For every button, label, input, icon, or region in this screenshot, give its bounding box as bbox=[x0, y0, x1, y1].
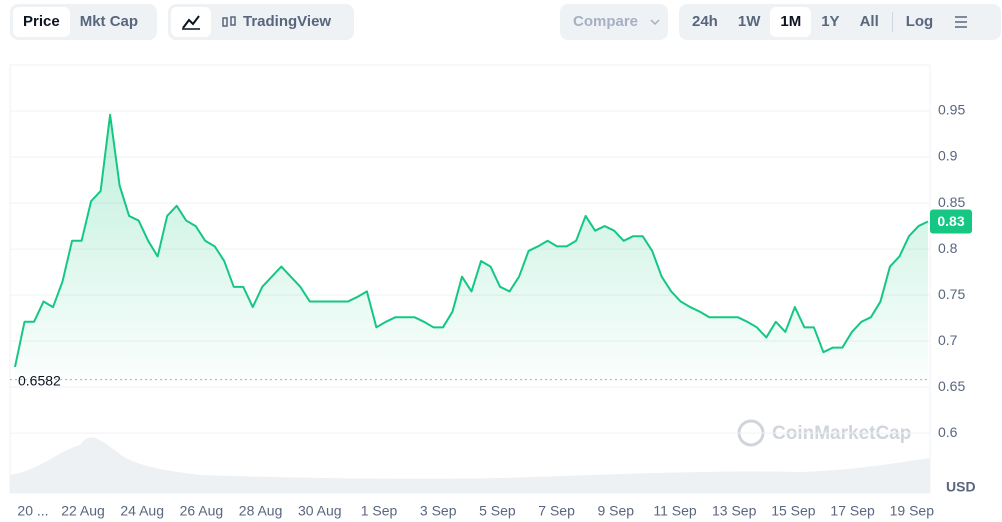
x-tick-label: 26 Aug bbox=[180, 503, 224, 519]
x-tick-label: 3 Sep bbox=[420, 503, 457, 519]
range-button[interactable]: 1Y bbox=[821, 13, 840, 30]
y-tick-label: 0.75 bbox=[938, 286, 965, 302]
x-tick-label: 5 Sep bbox=[479, 503, 516, 519]
y-tick-label: 0.65 bbox=[938, 378, 965, 394]
separator bbox=[891, 12, 893, 32]
x-tick-label: 15 Sep bbox=[771, 503, 816, 519]
current-price-label: 0.83 bbox=[937, 213, 964, 229]
compare-dropdown[interactable]: Compare bbox=[560, 4, 668, 40]
x-tick-label: 9 Sep bbox=[598, 503, 635, 519]
x-tick-label: 1 Sep bbox=[361, 503, 398, 519]
tradingview-label: TradingView bbox=[243, 13, 332, 30]
settings-button[interactable] bbox=[943, 7, 979, 37]
current-price-tag bbox=[930, 209, 972, 234]
baseline-label: 0.6582 bbox=[18, 372, 61, 388]
y-tick-label: 0.8 bbox=[938, 240, 958, 256]
watermark: CoinMarketCap bbox=[737, 419, 911, 447]
range-button[interactable]: 1M bbox=[770, 7, 812, 37]
price-line bbox=[14, 113, 929, 368]
x-tick-label: 7 Sep bbox=[538, 503, 575, 519]
watermark-text: CoinMarketCap bbox=[772, 423, 911, 444]
area-fill bbox=[15, 114, 928, 380]
y-tick-label: 0.7 bbox=[938, 332, 958, 348]
x-tick-label: 28 Aug bbox=[239, 503, 283, 519]
mode-toggle: Price Mkt Cap bbox=[10, 4, 157, 40]
compare-label: Compare bbox=[573, 13, 639, 30]
y-tick-label: 0.95 bbox=[938, 102, 965, 118]
range-button[interactable]: 1W bbox=[737, 13, 761, 30]
range-button[interactable]: All bbox=[859, 13, 879, 30]
x-tick-label: 24 Aug bbox=[120, 503, 164, 519]
y-tick-label: 0.85 bbox=[938, 194, 965, 210]
x-tick-label: 17 Sep bbox=[830, 503, 875, 519]
x-tick-label: 19 Sep bbox=[890, 503, 935, 519]
x-tick-label: 30 Aug bbox=[298, 503, 342, 519]
range-toggle: 24h 1W 1M 1Y All Log bbox=[679, 4, 1001, 40]
y-tick-label: 0.6 bbox=[938, 424, 958, 440]
line-chart-button[interactable] bbox=[171, 7, 211, 37]
y-axis-unit: USD bbox=[946, 479, 976, 495]
x-tick-label: 20 ... bbox=[17, 503, 48, 519]
x-tick-label: 13 Sep bbox=[712, 503, 757, 519]
y-tick-label: 0.9 bbox=[938, 148, 958, 164]
x-tick-label: 11 Sep bbox=[653, 503, 697, 519]
plot-area bbox=[9, 64, 931, 494]
log-button[interactable]: Log bbox=[905, 13, 934, 30]
price-button[interactable]: Price bbox=[13, 7, 70, 37]
chart-type-toggle: TradingView bbox=[168, 4, 354, 40]
x-tick-label: 22 Aug bbox=[61, 503, 105, 519]
range-button[interactable]: 24h bbox=[692, 13, 718, 30]
mktcap-button[interactable]: Mkt Cap bbox=[79, 13, 139, 30]
tradingview-button[interactable]: TradingView bbox=[211, 7, 341, 37]
volume-area bbox=[10, 437, 930, 493]
